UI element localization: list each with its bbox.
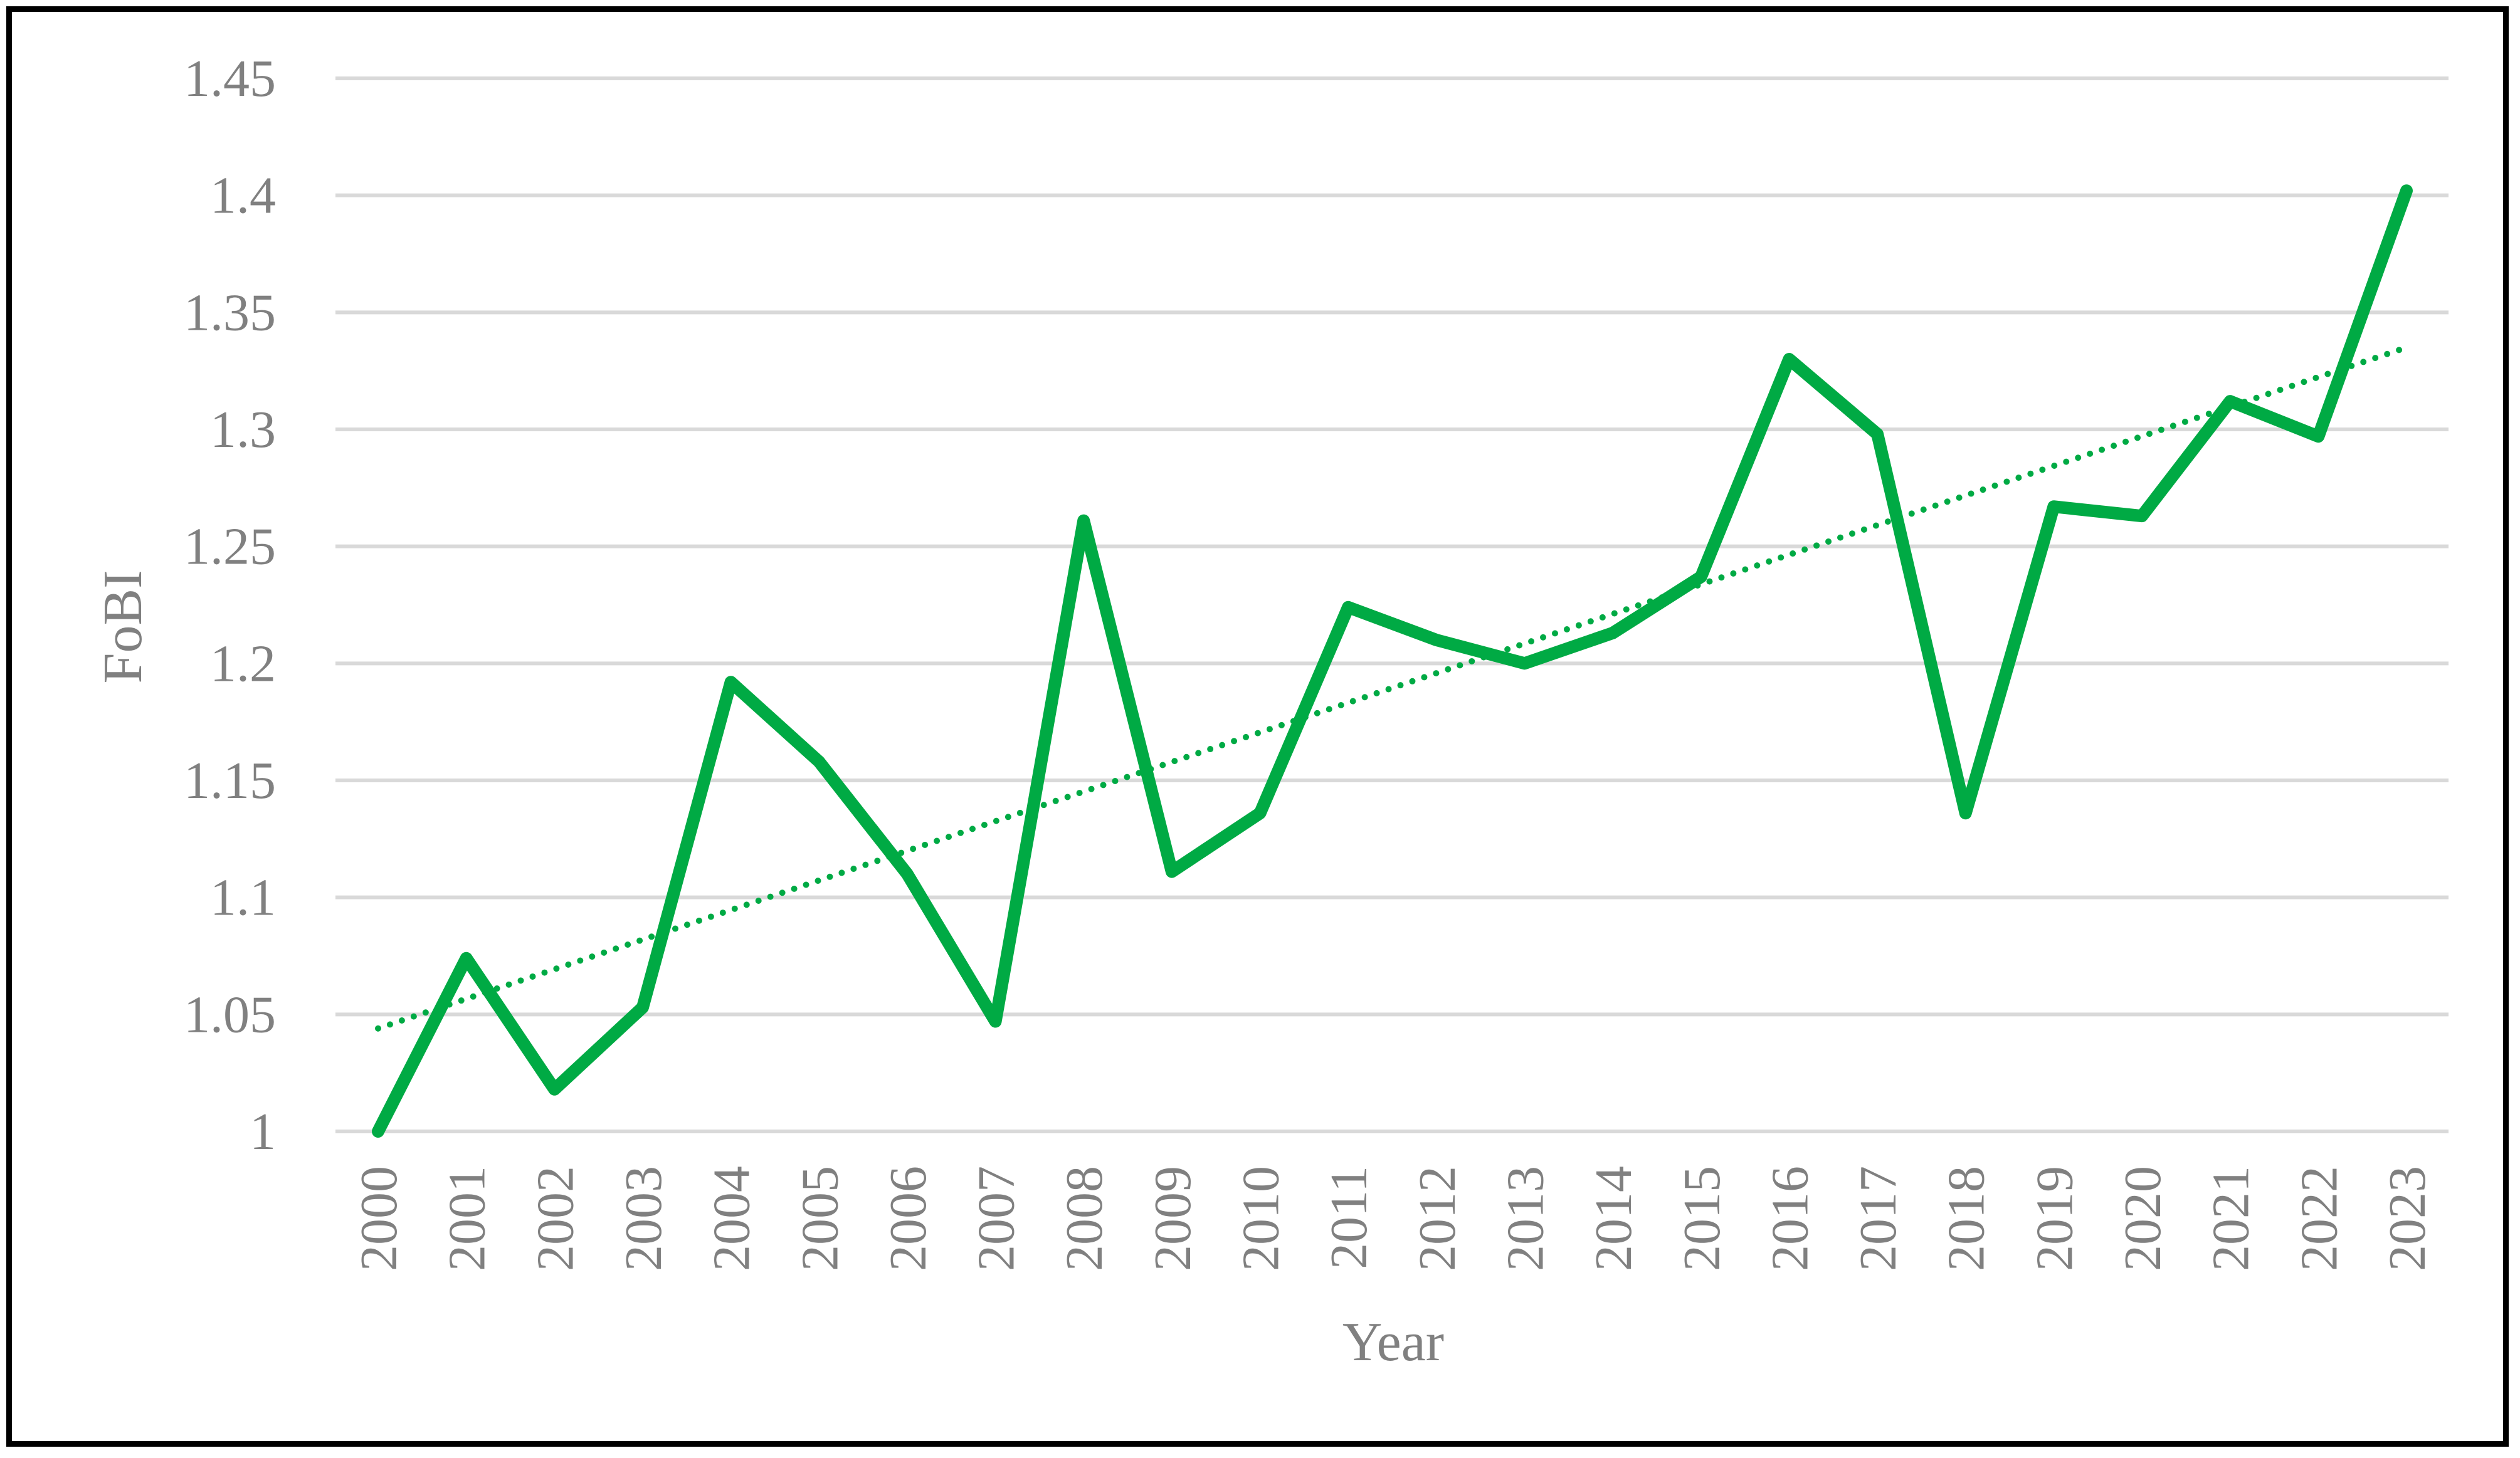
x-tick-label: 2003 (614, 1166, 673, 1271)
y-axis-title: FoBI (93, 570, 154, 684)
x-tick-label: 2013 (1496, 1166, 1554, 1271)
x-tick-label: 2001 (438, 1166, 497, 1271)
trendline-layer (375, 344, 2410, 1032)
y-tick-label: 1.4 (210, 167, 276, 225)
x-axis-title: Year (1342, 1312, 1444, 1373)
y-tick-label: 1.05 (184, 985, 276, 1044)
x-tick-label: 2008 (1055, 1166, 1114, 1271)
x-tick-label: 2021 (2202, 1166, 2260, 1271)
y-tick-label: 1 (250, 1103, 276, 1161)
x-tick-label: 2012 (1408, 1166, 1467, 1271)
x-tick-label: 2010 (1232, 1166, 1290, 1271)
y-tick-label: 1.45 (184, 50, 276, 108)
chart-frame (6, 6, 2509, 1447)
series-line (372, 184, 2413, 1138)
x-tick-label: 2015 (1673, 1166, 1731, 1271)
gridlines (335, 76, 2449, 1133)
trendline (375, 344, 2410, 1032)
x-tick-label: 2007 (967, 1166, 1026, 1271)
x-tick-label: 2011 (1320, 1166, 1378, 1269)
x-tick-label: 2016 (1761, 1166, 1819, 1271)
x-tick-label: 2006 (879, 1166, 937, 1271)
y-tick-label: 1.25 (184, 518, 276, 576)
x-tick-label: 2004 (703, 1166, 761, 1271)
y-tick-label: 1.1 (210, 869, 276, 927)
x-tick-label: 2014 (1584, 1166, 1643, 1271)
y-tick-labels: 1 1.05 1.1 1.15 1.2 1.25 1.3 1.35 1.4 1.45 (184, 50, 276, 1161)
x-tick-label: 2023 (2378, 1166, 2437, 1271)
series-layer (372, 184, 2413, 1138)
x-tick-label: 2009 (1144, 1166, 1202, 1271)
x-tick-label: 2019 (2025, 1166, 2084, 1271)
x-tick-label: 2018 (1937, 1166, 1996, 1271)
x-tick-label: 2022 (2290, 1166, 2348, 1271)
y-tick-label: 1.2 (210, 634, 276, 693)
y-tick-label: 1.3 (210, 401, 276, 459)
x-tick-label: 2005 (791, 1166, 849, 1271)
y-tick-label: 1.35 (184, 283, 276, 342)
y-tick-label: 1.15 (184, 752, 276, 810)
x-tick-labels: 2000 2001 2002 2003 2004 2005 2006 2007 2008 2009… (350, 1166, 2437, 1271)
x-tick-label: 2002 (526, 1166, 584, 1271)
x-tick-label: 2000 (350, 1166, 408, 1271)
x-tick-label: 2020 (2114, 1166, 2172, 1271)
x-tick-label: 2017 (1849, 1166, 1907, 1271)
